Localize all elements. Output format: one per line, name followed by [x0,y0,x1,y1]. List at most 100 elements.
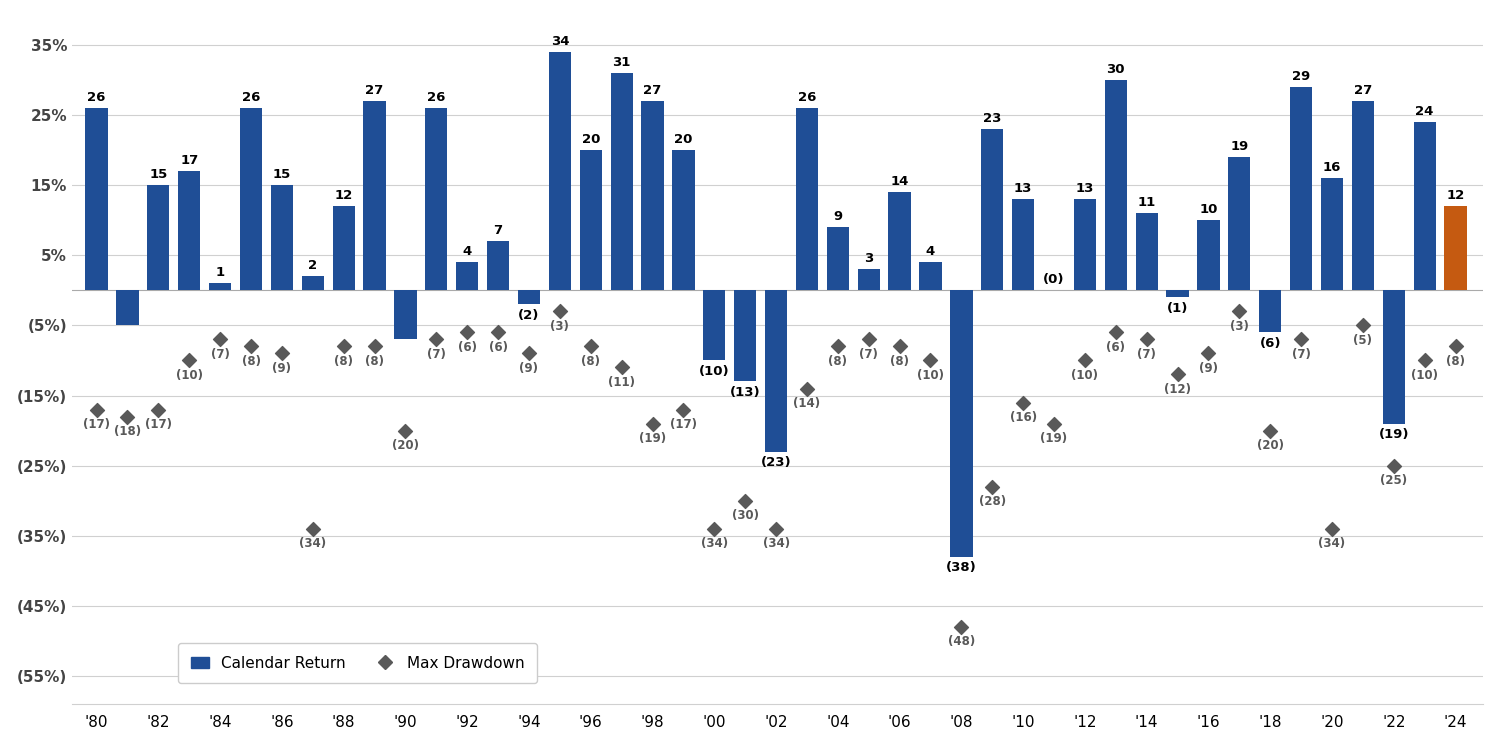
Bar [827,227,849,291]
Point [1197,347,1221,359]
Text: (10): (10) [1412,369,1438,382]
Text: (6): (6) [458,341,477,354]
Bar [642,101,663,291]
Point [609,362,633,374]
Point [270,347,294,359]
Text: 4: 4 [462,245,472,258]
Bar [117,291,138,326]
Text: 26: 26 [798,90,816,104]
Text: 14: 14 [891,175,909,187]
Text: 12: 12 [334,189,352,202]
Text: (10): (10) [1071,369,1098,382]
Point [1443,341,1467,353]
Text: 20: 20 [582,133,600,146]
Bar [1228,157,1251,291]
Text: (8): (8) [242,355,261,368]
Point [1413,355,1437,367]
Text: (7): (7) [859,348,877,361]
Bar [363,101,386,291]
Point [1104,326,1128,338]
Text: (20): (20) [1257,439,1284,452]
Point [486,326,510,338]
Text: (11): (11) [608,376,634,389]
Text: 31: 31 [612,55,632,69]
Bar [610,72,633,291]
Bar [518,291,540,304]
Text: (19): (19) [1378,428,1408,441]
Point [579,341,603,353]
Text: 17: 17 [180,154,198,167]
Bar [1167,291,1188,297]
Text: (18): (18) [114,425,141,438]
Text: (17): (17) [82,418,110,431]
Point [302,523,326,535]
Text: 3: 3 [864,252,873,265]
Bar [488,241,508,291]
Point [332,341,356,353]
Legend: Calendar Return, Max Drawdown: Calendar Return, Max Drawdown [178,643,537,683]
Point [918,355,942,367]
Text: (10): (10) [916,369,944,382]
Text: 20: 20 [674,133,693,146]
Text: (0): (0) [1044,273,1065,286]
Text: (6): (6) [489,341,507,354]
Text: (6): (6) [1260,337,1281,350]
Text: (19): (19) [639,432,666,445]
Bar [147,185,170,291]
Point [795,382,819,394]
Text: (34): (34) [700,537,727,551]
Text: (17): (17) [146,418,172,431]
Text: 23: 23 [982,112,1002,125]
Text: (10): (10) [699,365,729,378]
Bar [672,150,694,291]
Text: (8): (8) [334,355,352,368]
Text: (7): (7) [210,348,230,361]
Point [1134,333,1158,345]
Point [1072,355,1096,367]
Bar [981,129,1004,291]
Point [764,523,788,535]
Bar [1197,220,1219,291]
Point [1352,320,1376,332]
Point [1320,523,1344,535]
Point [981,481,1005,493]
Text: (5): (5) [1353,334,1372,347]
Point [454,326,478,338]
Text: (17): (17) [670,418,698,431]
Bar [1290,87,1312,291]
Point [827,341,850,353]
Text: 24: 24 [1416,105,1434,118]
Point [640,418,664,430]
Text: (34): (34) [1318,537,1346,551]
Text: (8): (8) [582,355,600,368]
Bar [765,291,788,452]
Bar [302,276,324,291]
Point [548,306,572,317]
Text: (34): (34) [298,537,327,551]
Text: (13): (13) [730,385,760,399]
Bar [209,283,231,291]
Point [363,341,387,353]
Point [116,411,140,423]
Text: (3): (3) [550,320,570,332]
Text: (48): (48) [948,636,975,648]
Text: 12: 12 [1446,189,1464,202]
Text: 26: 26 [242,90,260,104]
Text: (30): (30) [732,509,759,522]
Text: (10): (10) [176,369,202,382]
Point [518,347,542,359]
Text: (23): (23) [760,456,792,469]
Text: (12): (12) [1164,383,1191,396]
Bar [1444,206,1467,291]
Text: 11: 11 [1137,196,1156,209]
Text: 19: 19 [1230,140,1248,153]
Text: 10: 10 [1200,203,1218,216]
Bar [858,269,880,291]
Text: 9: 9 [834,210,843,223]
Point [1011,397,1035,409]
Point [177,355,201,367]
Bar [1104,80,1126,291]
Point [856,333,880,345]
Text: (9): (9) [273,362,291,375]
Point [888,341,912,353]
